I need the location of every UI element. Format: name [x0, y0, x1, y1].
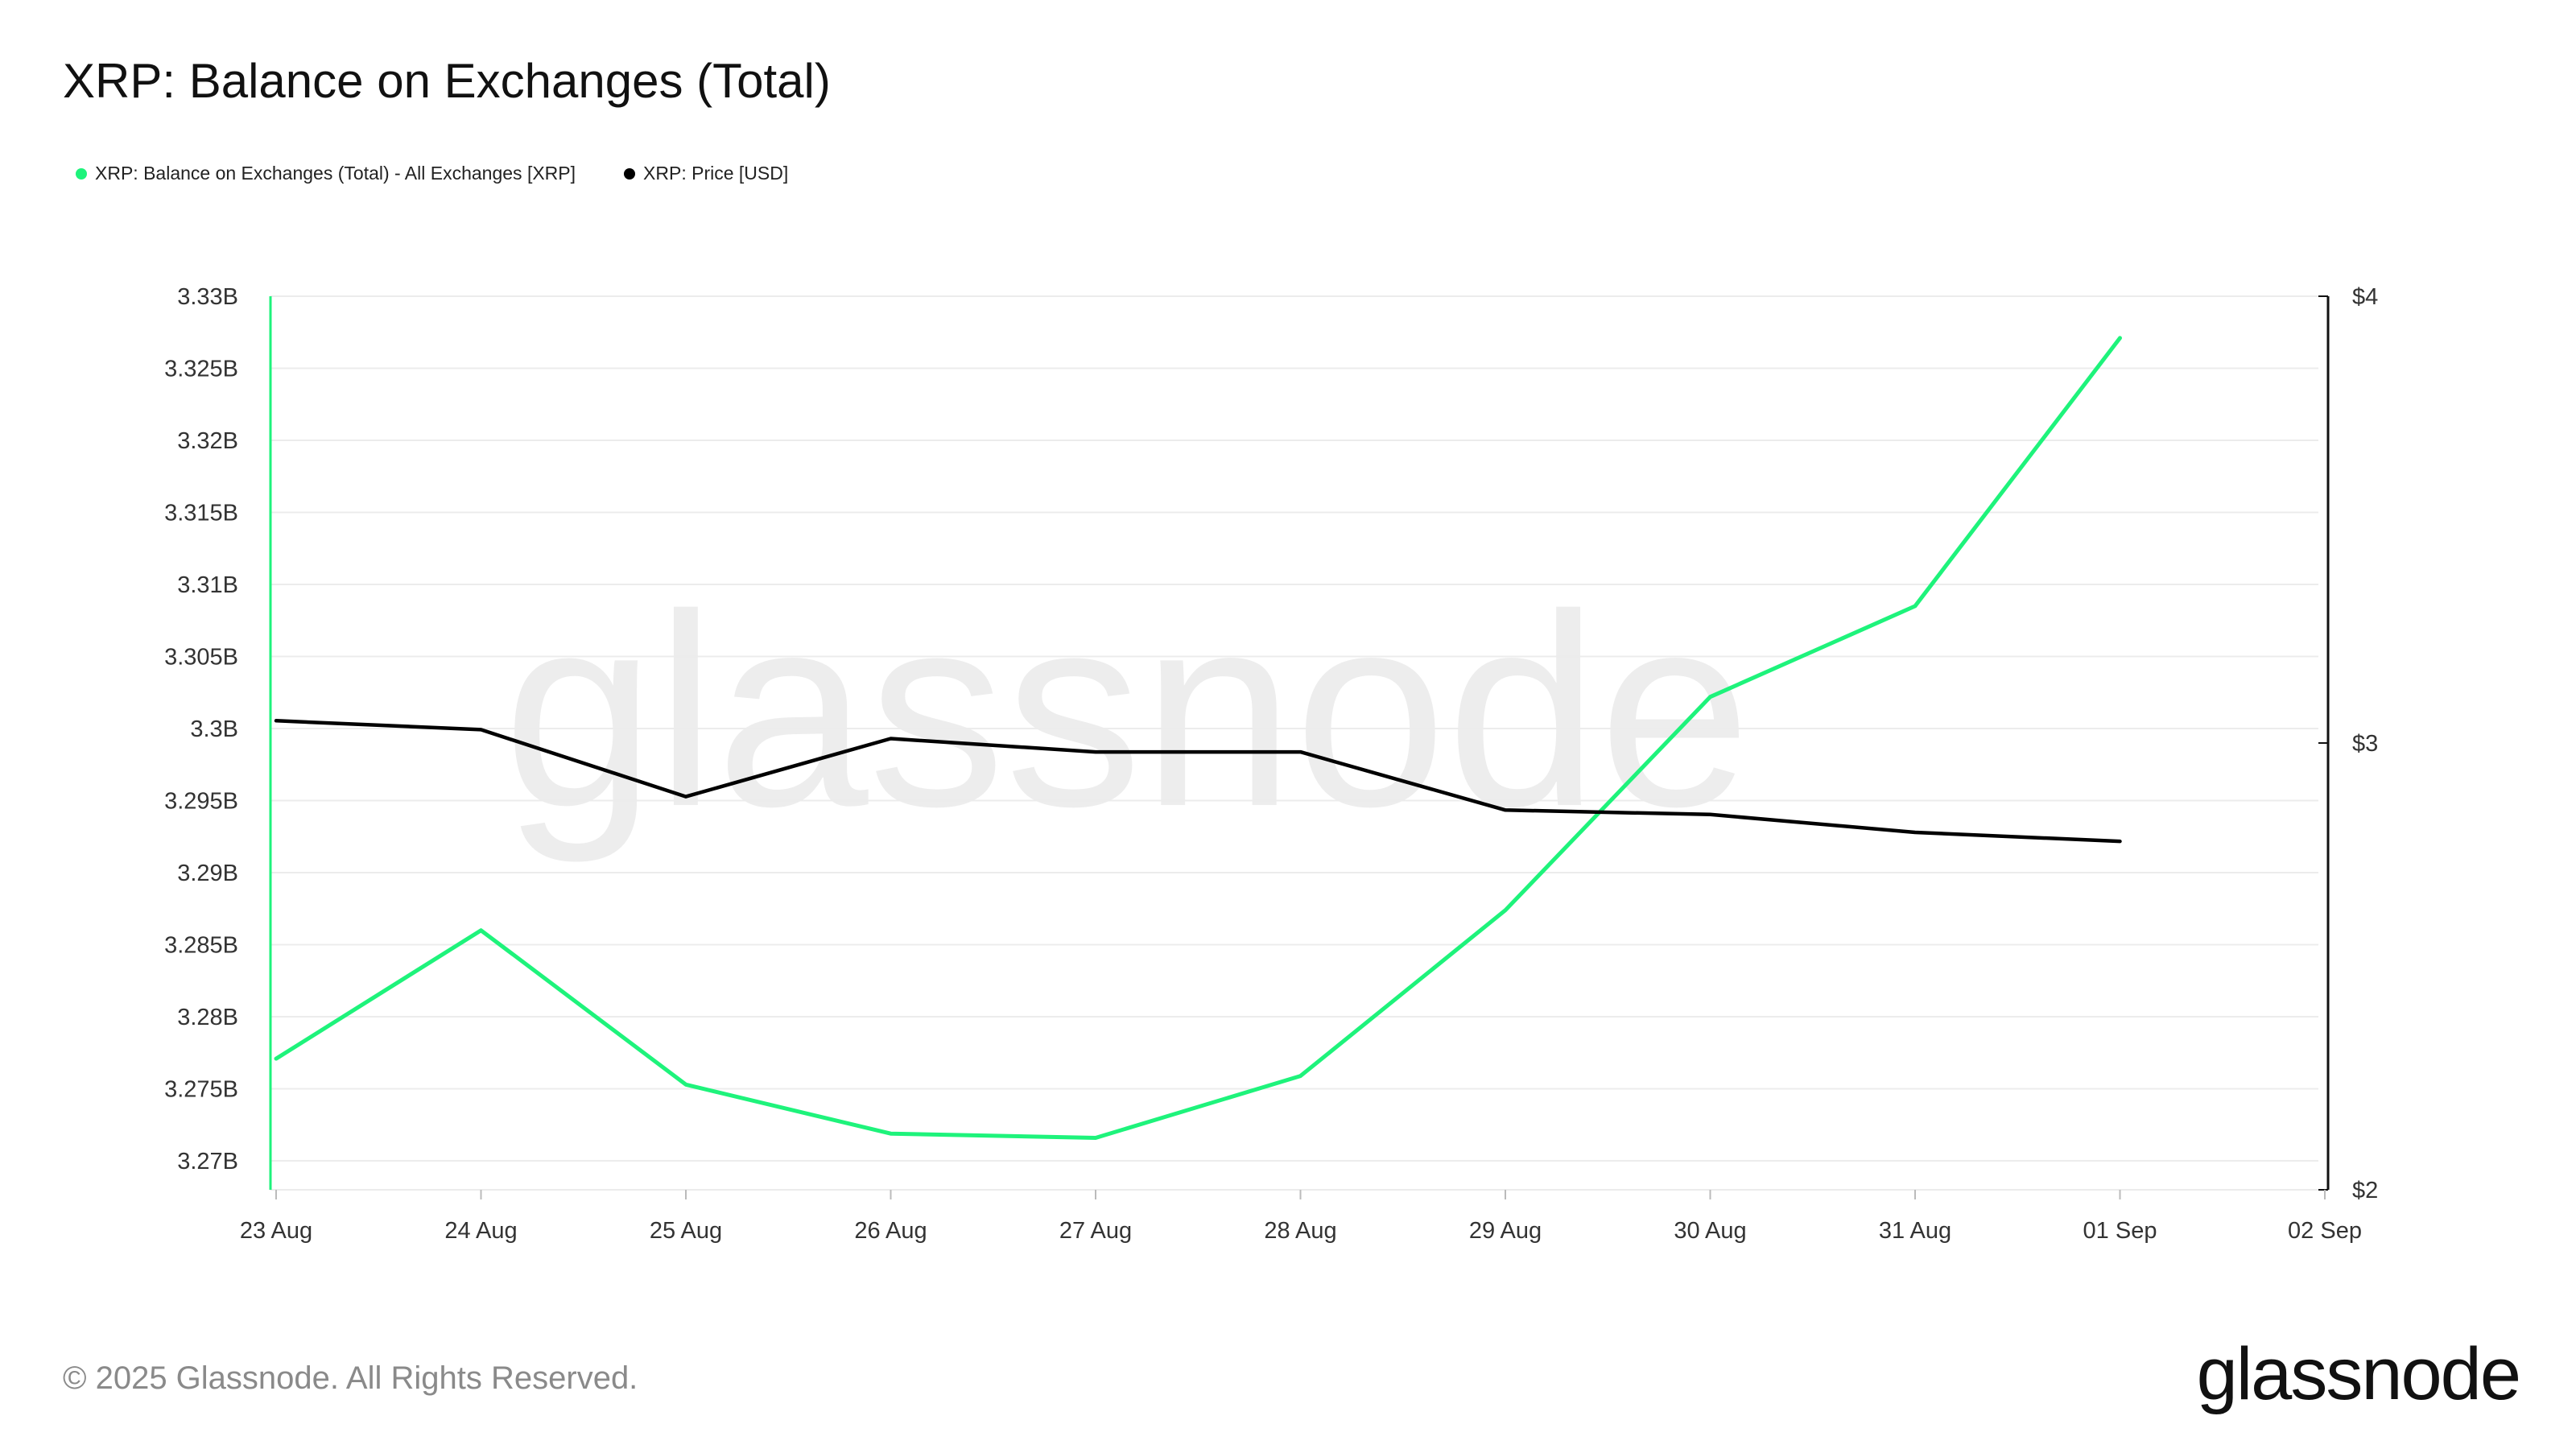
y-left-tick-label: 3.29B [177, 861, 238, 886]
x-tick-label: 23 Aug [240, 1218, 312, 1244]
x-tick-label: 01 Sep [2083, 1218, 2157, 1244]
legend-label-balance: XRP: Balance on Exchanges (Total) - All … [95, 163, 576, 184]
y-left-tick-label: 3.3B [190, 716, 238, 742]
x-tick-label: 31 Aug [1879, 1218, 1951, 1244]
y-left-tick-label: 3.32B [177, 428, 238, 454]
x-tick-label: 29 Aug [1469, 1218, 1542, 1244]
legend-item-balance[interactable]: XRP: Balance on Exchanges (Total) - All … [76, 163, 576, 184]
balance-series-line [274, 336, 2122, 1140]
x-tick-label: 02 Sep [2288, 1218, 2362, 1244]
y-left-tick-label: 3.305B [164, 645, 238, 671]
legend-label-price: XRP: Price [USD] [643, 163, 789, 184]
glassnode-logo: glassnode [2196, 1333, 2521, 1415]
x-tick-label: 24 Aug [444, 1218, 517, 1244]
y-left-tick-label: 3.285B [164, 933, 238, 959]
y-left-tick-label: 3.325B [164, 357, 238, 382]
x-tick-label: 30 Aug [1674, 1218, 1746, 1244]
legend-dot-balance [76, 167, 87, 180]
axes [269, 295, 2330, 1199]
x-tick-label: 27 Aug [1059, 1218, 1132, 1244]
y-left-tick-label: 3.315B [164, 501, 238, 526]
watermark-text: glassnode [503, 558, 1751, 865]
y-left-tick-label: 3.31B [177, 572, 238, 598]
series-lines [274, 336, 2122, 1140]
y-left-tick-label: 3.33B [177, 284, 238, 310]
copyright-footer: © 2025 Glassnode. All Rights Reserved. [63, 1360, 638, 1396]
legend-dot-price [624, 167, 636, 180]
chart-title: XRP: Balance on Exchanges (Total) [63, 54, 831, 108]
tick-labels: 3.33B 3.325B 3.32B 3.315B 3.31B 3.305B 3.3B 3.2… [164, 284, 2378, 1244]
x-tick-label: 28 Aug [1264, 1218, 1336, 1244]
legend-item-price[interactable]: XRP: Price [USD] [624, 163, 788, 184]
y-left-tick-label: 3.27B [177, 1149, 238, 1174]
x-tick-label: 26 Aug [854, 1218, 927, 1244]
y-right-tick-label: $2 [2352, 1178, 2378, 1203]
y-right-tick-label: $3 [2352, 731, 2378, 757]
x-tick-label: 25 Aug [650, 1218, 722, 1244]
grid-lines [270, 295, 2318, 1191]
y-left-tick-label: 3.28B [177, 1005, 238, 1030]
price-series-line [274, 719, 2122, 844]
y-left-tick-label: 3.295B [164, 789, 238, 815]
y-right-tick-label: $4 [2352, 284, 2378, 310]
y-left-tick-label: 3.275B [164, 1077, 238, 1103]
chart-legend: XRP: Balance on Exchanges (Total) - All … [76, 163, 836, 184]
